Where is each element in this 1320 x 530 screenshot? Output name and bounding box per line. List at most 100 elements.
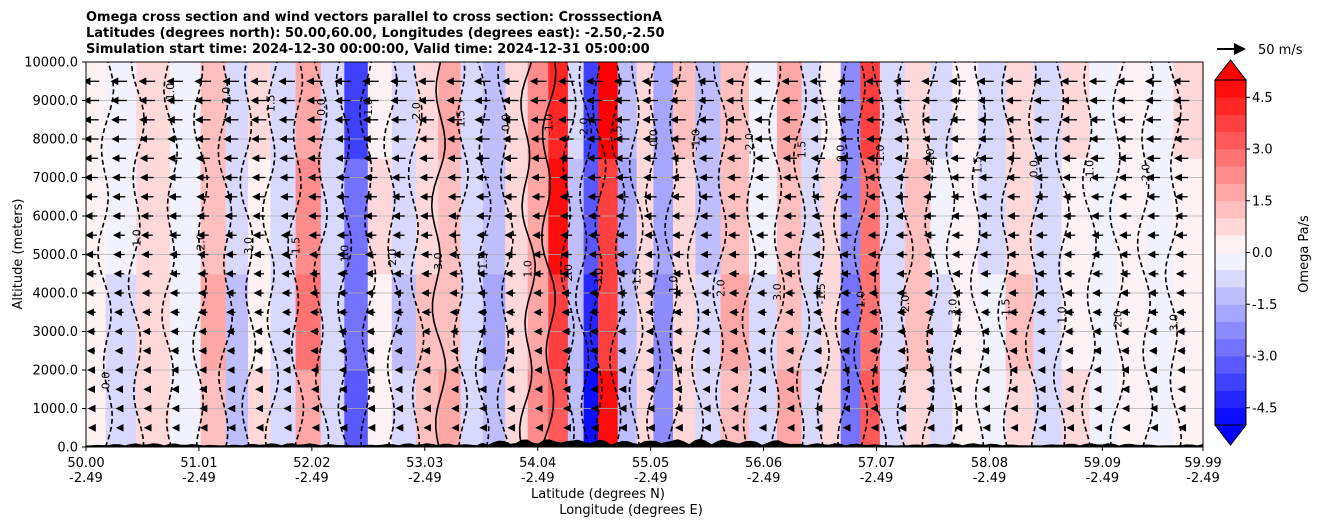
contour-label: 1.5 [796,141,809,159]
contour-label: 3.0 [771,283,784,301]
contour-label: 1.5 [455,110,468,128]
omega-band [527,273,549,371]
contour-label: -1.5 [815,283,828,304]
contour-label: -1.0 [362,98,375,119]
colorbar-tick-label: 4.5 [1252,91,1273,106]
omega-band [930,273,954,371]
omega-band [136,273,171,371]
contour-line [945,62,961,447]
y-axis-label: Altitude (meters) [11,199,26,310]
omega-band [248,273,272,371]
x-tick-label-lat: 59.09 [1084,456,1121,471]
quiver-key-label: 50 m/s [1258,43,1303,58]
contour-label: -1.5 [631,268,644,289]
contour-line [540,62,557,447]
x-tick-label-lon: -2.49 [182,471,216,486]
contour-line [407,62,425,447]
x-tick-label-lon: -2.49 [747,471,781,486]
colorbar-segment [1215,114,1246,133]
contour-label: 0.0 [647,129,660,147]
omega-band [653,62,674,159]
omega-band [1033,62,1063,159]
plot-area: 0.0 1.0 -1.0 2.0 -2.0 3.0 1.5 -1.5 0.0 1.0 -1.0 2.0… [86,62,1203,447]
omega-band [583,62,599,159]
y-tick-label: 4000.0 [33,287,79,302]
omega-band [860,62,881,159]
omega-band [105,273,137,371]
omega-band [840,62,861,159]
contour-label: 1.0 [522,260,535,278]
contour-label: 2.0 [715,279,728,297]
contour-label: 1.0 [854,291,867,309]
omega-band [673,62,696,159]
omega-band [905,273,931,371]
omega-band [548,273,569,371]
omega-band [617,62,638,159]
x-tick-label-lat: 58.08 [971,456,1008,471]
colorbar-segment [1215,269,1246,288]
colorbar-segment [1215,338,1246,357]
x-tick-label-lon: -2.49 [408,471,442,486]
x-tick-label-lat: 52.02 [293,456,330,471]
contour-label: 1.0 [667,276,680,294]
omega-band [1005,62,1035,159]
omega-band [1005,273,1035,371]
contour-line [575,62,593,447]
x-tick-label-lat: 57.07 [858,456,895,471]
contour-label: -2.0 [924,148,937,169]
contour-line [589,62,607,447]
y-tick-label: 1000.0 [33,402,79,417]
contour-line [1052,62,1070,447]
omega-band [1145,62,1174,159]
contour-label: 3.0 [242,237,255,255]
omega-band [1061,62,1091,159]
contour-line [712,62,729,447]
quiver-key: 50 m/s [1217,43,1303,58]
contour-line [644,62,662,447]
omega-band [821,62,842,159]
omega-band [367,62,393,159]
contour-label: 1.0 [338,245,351,263]
colorbar-segment [1215,390,1246,409]
x-tick-label-lon: -2.49 [1086,471,1120,486]
colorbar-segment [1215,218,1246,236]
y-tick-label: 5000.0 [33,248,79,263]
y-tick-label: 10000.0 [24,56,78,71]
omega-band [977,62,1007,159]
contour-line [853,62,869,447]
colorbar-tick-label: -4.5 [1252,401,1277,416]
y-tick-label: 2000.0 [33,364,79,379]
omega-band [548,62,569,159]
contour-label: -1.0 [689,129,702,150]
contour-label: 0.0 [315,98,328,116]
omega-band [583,273,599,371]
contour-label: 0.0 [499,114,512,132]
contour-label: 1.5 [612,125,625,143]
omega-band [505,273,529,371]
contour-line [97,62,115,447]
colorbar-tick-label: 1.5 [1252,194,1273,209]
contour-line [792,62,811,447]
contour-line [896,62,914,447]
contour-label: -1.0 [874,144,887,165]
colorbar-segment [1215,97,1246,115]
contour-label: 1.0 [1056,306,1069,324]
omega-band [1117,62,1147,159]
omega-band [344,273,369,371]
contour-label: 1.5 [264,95,277,113]
omega-band [169,273,202,371]
contour-label: -1.5 [1000,298,1013,319]
contour-label: -1.5 [290,237,303,258]
omega-band [821,273,842,371]
contour-label: 3.0 [432,252,445,270]
x-tick-label-lat: 59.99 [1184,456,1221,471]
omega-band [598,273,619,371]
contour-line [1136,62,1155,447]
omega-band [840,273,861,371]
omega-band [636,273,655,371]
contour-line [217,62,234,447]
colorbar-segment [1215,373,1246,391]
omega-band [482,273,506,371]
omega-band [1173,62,1203,159]
